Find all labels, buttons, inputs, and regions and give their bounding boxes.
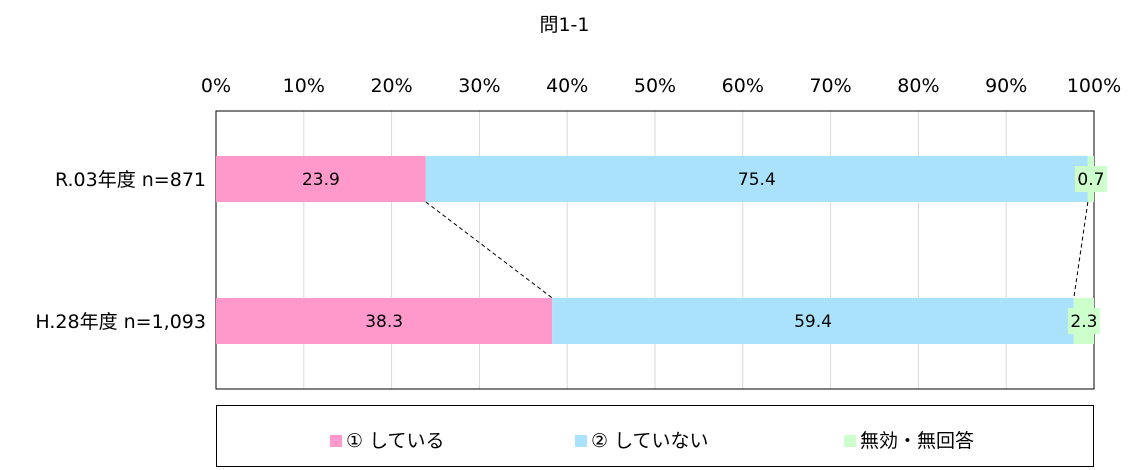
- bar-segment: [552, 298, 1074, 344]
- series-connector-line: [1073, 201, 1089, 299]
- category-label: R.03年度 n=871: [55, 169, 206, 191]
- legend-label-2: ② していない: [591, 430, 709, 452]
- chart-title: 問1-1: [539, 14, 590, 36]
- legend-label-1: ① している: [346, 430, 445, 452]
- x-tick-label: 90%: [985, 75, 1027, 97]
- plot-area-border: [215, 110, 1095, 390]
- legend-label-3: 無効・無回答: [860, 430, 975, 452]
- bar-segment: [216, 298, 553, 344]
- legend-item-2: ② していない: [575, 426, 709, 453]
- legend: ① している ② していない 無効・無回答: [216, 405, 1094, 467]
- bar-segment: [216, 156, 426, 202]
- bar-segment: [425, 156, 1088, 202]
- x-tick-label: 80%: [897, 75, 939, 97]
- stacked-bar-chart: 0% 10% 20% 30% 40% 50% 60% 70% 80% 90% 100% 23.9 75.…: [35, 75, 1121, 390]
- series-connector-line: [425, 201, 553, 299]
- x-tick-label: 40%: [546, 75, 588, 97]
- legend-swatch-1: [330, 435, 342, 447]
- data-label: 59.4: [794, 312, 832, 332]
- x-tick-label: 70%: [809, 75, 851, 97]
- legend-item-1: ① している: [330, 426, 445, 453]
- x-tick-label: 60%: [722, 75, 764, 97]
- x-tick-label: 30%: [458, 75, 500, 97]
- legend-swatch-3: [844, 435, 856, 447]
- data-label: 75.4: [738, 170, 776, 190]
- legend-swatch-2: [575, 435, 587, 447]
- legend-item-3: 無効・無回答: [844, 426, 974, 453]
- x-tick-label: 100%: [1067, 75, 1121, 97]
- x-tick-label: 50%: [634, 75, 676, 97]
- data-label-bg: [1067, 308, 1100, 334]
- data-label-bg: [1074, 166, 1107, 192]
- data-label: 0.7: [1077, 170, 1104, 190]
- x-tick-label: 20%: [370, 75, 412, 97]
- category-label: H.28年度 n=1,093: [35, 311, 206, 333]
- x-tick-label: 0%: [201, 75, 231, 97]
- data-label: 23.9: [302, 170, 340, 190]
- data-label: 38.3: [365, 312, 403, 332]
- data-label: 2.3: [1070, 312, 1097, 332]
- x-tick-label: 10%: [283, 75, 325, 97]
